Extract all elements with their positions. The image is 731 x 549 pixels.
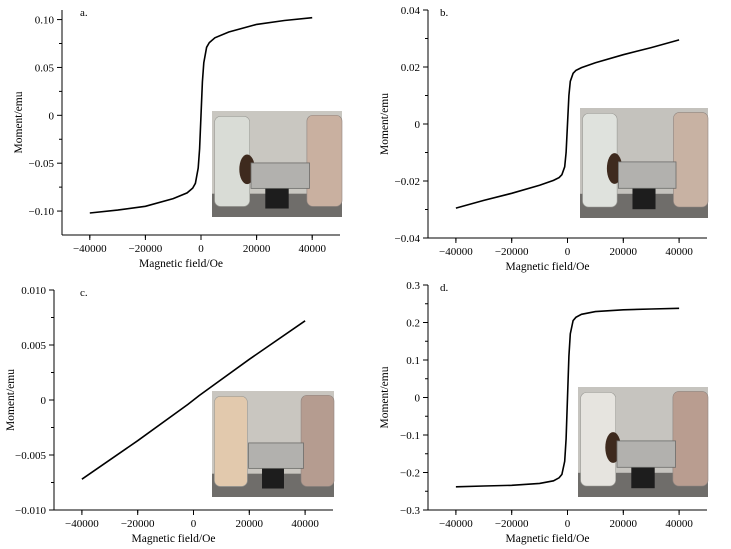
right-vial bbox=[306, 114, 343, 207]
x-tick-label: 0 bbox=[191, 518, 197, 530]
x-tick-label: −20000 bbox=[495, 518, 529, 530]
y-tick-label: 0.005 bbox=[21, 340, 46, 352]
right-vial bbox=[672, 391, 709, 487]
x-tick-label: −20000 bbox=[495, 246, 529, 258]
hysteresis-curve bbox=[81, 320, 306, 480]
x-tick-label: 40000 bbox=[665, 246, 693, 258]
chart-panel-c: −40000 −20000 0 20000 40000 −0.010 −0.005 0 0.00… bbox=[5, 285, 335, 545]
x-tick-label: 0 bbox=[565, 518, 571, 530]
x-axis-title: Magnetic field/Oe bbox=[506, 261, 590, 273]
chart-panel-a: −40000 −20000 0 20000 40000 −0.10 −0.05 0 0.05 0.… bbox=[13, 7, 343, 270]
y-axis-title: Moment/emu bbox=[13, 91, 25, 153]
hysteresis-curve bbox=[455, 307, 680, 488]
x-tick-label: −40000 bbox=[65, 518, 99, 530]
panel-label: d. bbox=[440, 282, 449, 294]
y-tick-label: 0.10 bbox=[35, 15, 55, 27]
magnet-block bbox=[250, 162, 310, 189]
y-tick-label: −0.05 bbox=[29, 158, 55, 170]
x-tick-label: 40000 bbox=[665, 518, 693, 530]
x-tick-label: 0 bbox=[198, 243, 204, 255]
x-tick-label: −20000 bbox=[129, 243, 163, 255]
y-tick-label: 0 bbox=[49, 110, 55, 122]
y-tick-label: 0 bbox=[41, 395, 47, 407]
x-axis-title: Magnetic field/Oe bbox=[139, 258, 223, 270]
magnet-block bbox=[616, 440, 676, 468]
y-tick-label: 0.2 bbox=[406, 318, 420, 330]
right-vial bbox=[673, 112, 709, 208]
y-tick-label: −0.005 bbox=[15, 450, 46, 462]
vial-cap bbox=[262, 465, 284, 489]
photo-inset bbox=[580, 108, 709, 218]
x-tick-label: 0 bbox=[565, 246, 571, 258]
chart-panel-d: −40000 −20000 0 20000 40000 −0.3 −0.2 −0.1 0 0.1 0… bbox=[379, 280, 709, 545]
photo-inset bbox=[578, 387, 709, 497]
x-axis-title: Magnetic field/Oe bbox=[506, 533, 590, 545]
y-tick-label: 0.02 bbox=[401, 62, 420, 74]
x-tick-label: 20000 bbox=[610, 246, 638, 258]
x-tick-label: −40000 bbox=[73, 243, 107, 255]
vial-cap bbox=[632, 185, 656, 210]
y-axis-title: Moment/emu bbox=[379, 93, 391, 155]
x-tick-label: −40000 bbox=[439, 246, 473, 258]
right-vial bbox=[300, 394, 335, 487]
y-axis-title: Moment/emu bbox=[5, 369, 17, 431]
y-tick-label: 0 bbox=[415, 119, 421, 131]
hysteresis-curve bbox=[89, 16, 313, 214]
vial-cap bbox=[631, 464, 655, 489]
panel-label: a. bbox=[80, 7, 88, 19]
y-tick-label: 0.010 bbox=[21, 285, 46, 297]
vial-cap bbox=[265, 185, 289, 209]
x-tick-label: 20000 bbox=[236, 518, 264, 530]
chart-panel-b: −40000 −20000 0 20000 40000 −0.04 −0.02 0 0.02 0.… bbox=[379, 5, 709, 273]
x-axis-title: Magnetic field/Oe bbox=[132, 533, 216, 545]
y-tick-label: 0.04 bbox=[401, 5, 421, 17]
x-tick-label: 20000 bbox=[610, 518, 638, 530]
x-tick-label: −40000 bbox=[439, 518, 473, 530]
y-tick-label: −0.04 bbox=[395, 233, 421, 245]
panel-label: c. bbox=[80, 287, 88, 299]
y-tick-label: 0 bbox=[415, 393, 421, 405]
magnet-block bbox=[248, 442, 304, 469]
photo-inset bbox=[212, 111, 343, 217]
x-tick-label: 40000 bbox=[291, 518, 319, 530]
x-tick-label: 20000 bbox=[243, 243, 271, 255]
y-tick-label: −0.010 bbox=[15, 505, 46, 517]
left-vial bbox=[214, 395, 248, 487]
y-tick-label: −0.2 bbox=[400, 468, 420, 480]
y-tick-label: −0.02 bbox=[395, 176, 420, 188]
y-tick-label: 0.3 bbox=[406, 280, 420, 292]
panel-label: b. bbox=[440, 7, 449, 19]
y-tick-label: −0.10 bbox=[29, 206, 55, 218]
magnet-block bbox=[618, 161, 677, 189]
photo-inset bbox=[212, 391, 335, 497]
x-tick-label: 40000 bbox=[298, 243, 326, 255]
x-tick-label: −20000 bbox=[121, 518, 155, 530]
y-tick-label: 0.05 bbox=[35, 62, 55, 74]
y-tick-label: −0.3 bbox=[400, 505, 420, 517]
y-tick-label: 0.1 bbox=[406, 355, 420, 367]
y-axis-title: Moment/emu bbox=[379, 366, 391, 428]
hysteresis-curve bbox=[455, 39, 680, 209]
y-tick-label: −0.1 bbox=[400, 430, 420, 442]
